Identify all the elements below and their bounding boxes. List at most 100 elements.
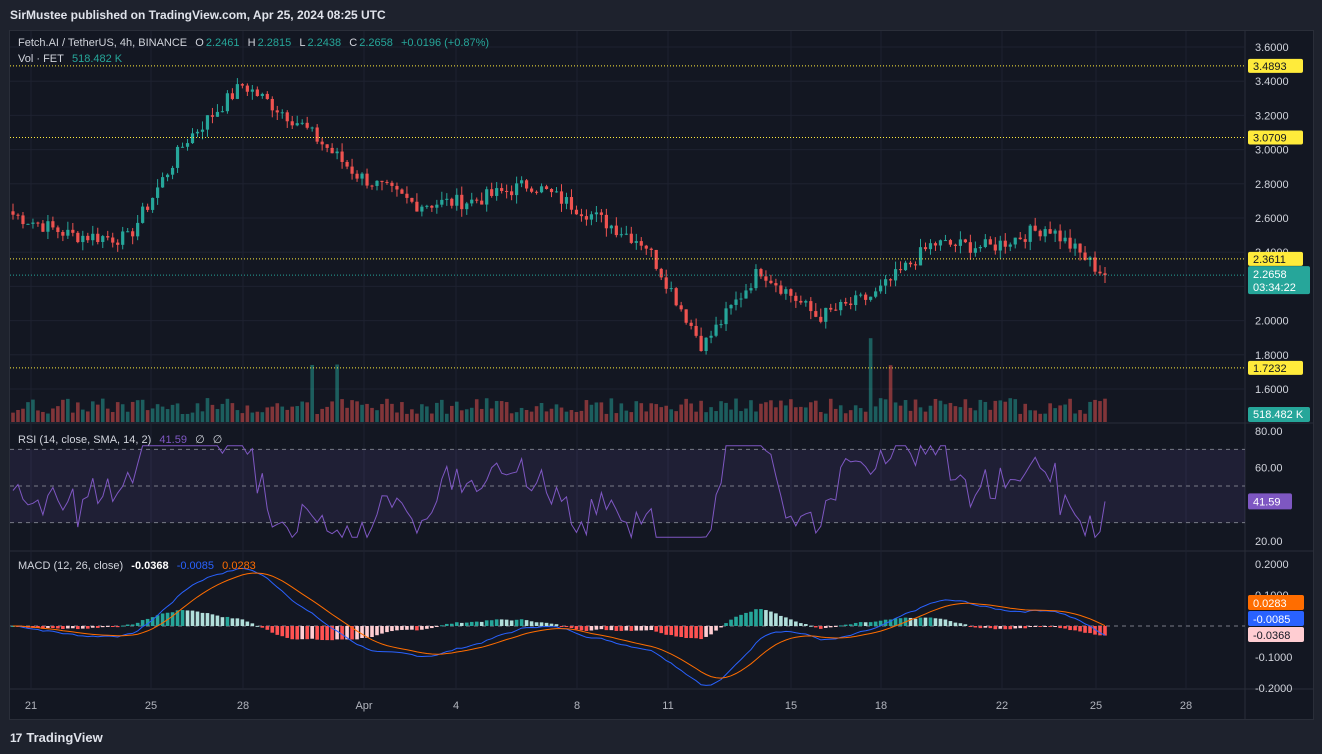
volume-bar [599, 402, 604, 422]
macd-histogram-bar [514, 619, 519, 626]
candle-body [156, 187, 160, 198]
volume-bar [280, 406, 285, 422]
volume-bar [504, 402, 509, 422]
macd-badge-text: -0.0368 [1253, 630, 1290, 642]
macd-histogram-bar [589, 626, 594, 631]
candle-body [704, 337, 708, 352]
macd-histogram-bar [654, 626, 659, 632]
macd-histogram-bar [813, 626, 818, 628]
price-tick: 3.2000 [1255, 110, 1289, 122]
volume-bar [484, 398, 489, 422]
candle-body [589, 214, 594, 220]
macd-histogram-bar [36, 626, 40, 628]
candle-body [809, 301, 813, 312]
volume-bar [410, 409, 414, 422]
macd-histogram-bar [729, 619, 733, 626]
macd-histogram-bar [245, 621, 250, 626]
open-value: 2.2461 [205, 37, 240, 49]
candle-body [480, 200, 484, 205]
volume-bar [554, 404, 559, 422]
macd-histogram-bar [988, 626, 993, 629]
candle-body [195, 131, 200, 134]
volume-bar [16, 409, 20, 422]
candle-body [41, 223, 45, 232]
candle-body [714, 324, 718, 336]
volume-bar [669, 409, 673, 422]
volume-bar [145, 410, 150, 422]
time-label: 25 [1090, 700, 1102, 712]
volume-bar [100, 398, 105, 422]
chart-frame[interactable]: 21 25 28 Apr 4 8 11 15 18 22 25 28 3.6000 3.4000 3.200… [9, 30, 1314, 720]
price-tick: 3.0000 [1255, 145, 1289, 157]
candle-body [1078, 243, 1082, 253]
volume-bar [340, 399, 344, 422]
macd-histogram-bar [46, 626, 50, 628]
volume-bar [1093, 399, 1097, 422]
macd-histogram-bar [1093, 626, 1097, 635]
volume-bar [863, 411, 868, 422]
macd-histogram-bar [315, 626, 319, 640]
candle-body [1053, 230, 1057, 234]
candle-body [898, 269, 903, 271]
macd-histogram-bar [863, 622, 868, 626]
macd-histogram-bar [629, 626, 634, 631]
macd-histogram-bar [938, 618, 943, 626]
volume-bar [454, 401, 459, 422]
volume-bar [873, 406, 878, 422]
candle-body [849, 303, 853, 306]
volume-bar [21, 408, 25, 422]
macd-histogram-bar [524, 620, 529, 626]
candle-body [819, 316, 823, 322]
volume-bar [574, 412, 579, 422]
candle-body [1023, 239, 1027, 242]
volume-bar [644, 411, 649, 422]
macd-badge [1248, 595, 1304, 610]
volume-bar [464, 409, 469, 422]
macd-badge [1248, 627, 1304, 642]
volume-bar [709, 407, 713, 422]
candle-body [774, 283, 778, 286]
macd-histogram-bar [868, 622, 873, 626]
macd-histogram-bar [1018, 626, 1023, 629]
macd-histogram-bar [370, 626, 374, 638]
macd-histogram-bar [175, 610, 180, 626]
candle-body [76, 232, 80, 243]
macd-histogram-bar [1063, 626, 1067, 629]
volume-bar [1003, 401, 1008, 422]
candle-body [146, 206, 150, 210]
volume-bar [275, 403, 280, 422]
volume-bar [425, 406, 429, 422]
macd-histogram-bar [968, 626, 973, 627]
candle-body [510, 191, 514, 196]
macd-histogram-bar [430, 626, 434, 629]
volume-bar [1038, 413, 1042, 422]
volume-bar [335, 364, 339, 422]
macd-histogram-bar [464, 622, 469, 626]
candle-body [654, 249, 658, 269]
candle-body [210, 115, 215, 117]
candle-body [290, 121, 294, 126]
candle-body [330, 147, 334, 154]
volume-bar [634, 401, 639, 422]
candle-body [116, 242, 120, 245]
volume-bar [420, 404, 424, 422]
macd-histogram-bar [1098, 626, 1102, 636]
macd-histogram-bar [459, 622, 464, 626]
volume-badge-text: 518.482 K [1253, 409, 1304, 421]
volume-value: 518.482 K [71, 53, 123, 65]
candle-body [1018, 237, 1022, 240]
candle-body [829, 307, 833, 310]
volume-bar [564, 411, 569, 422]
macd-histogram-bar [1088, 626, 1092, 634]
volume-bar [559, 407, 564, 422]
time-label: 22 [996, 700, 1008, 712]
rsi-tick: 20.00 [1255, 536, 1283, 548]
volume-bar [1043, 413, 1047, 422]
candle-body [534, 191, 539, 193]
candle-body [679, 305, 683, 310]
macd-line-value: -0.0085 [176, 560, 215, 572]
tradingview-logo[interactable]: 17 TradingView [10, 730, 103, 745]
volume-badge [1248, 407, 1310, 422]
price-chart[interactable]: 21 25 28 Apr 4 8 11 15 18 22 25 28 3.6000 3.4000 3.200… [10, 31, 1313, 719]
macd-histogram-bar [764, 610, 768, 626]
